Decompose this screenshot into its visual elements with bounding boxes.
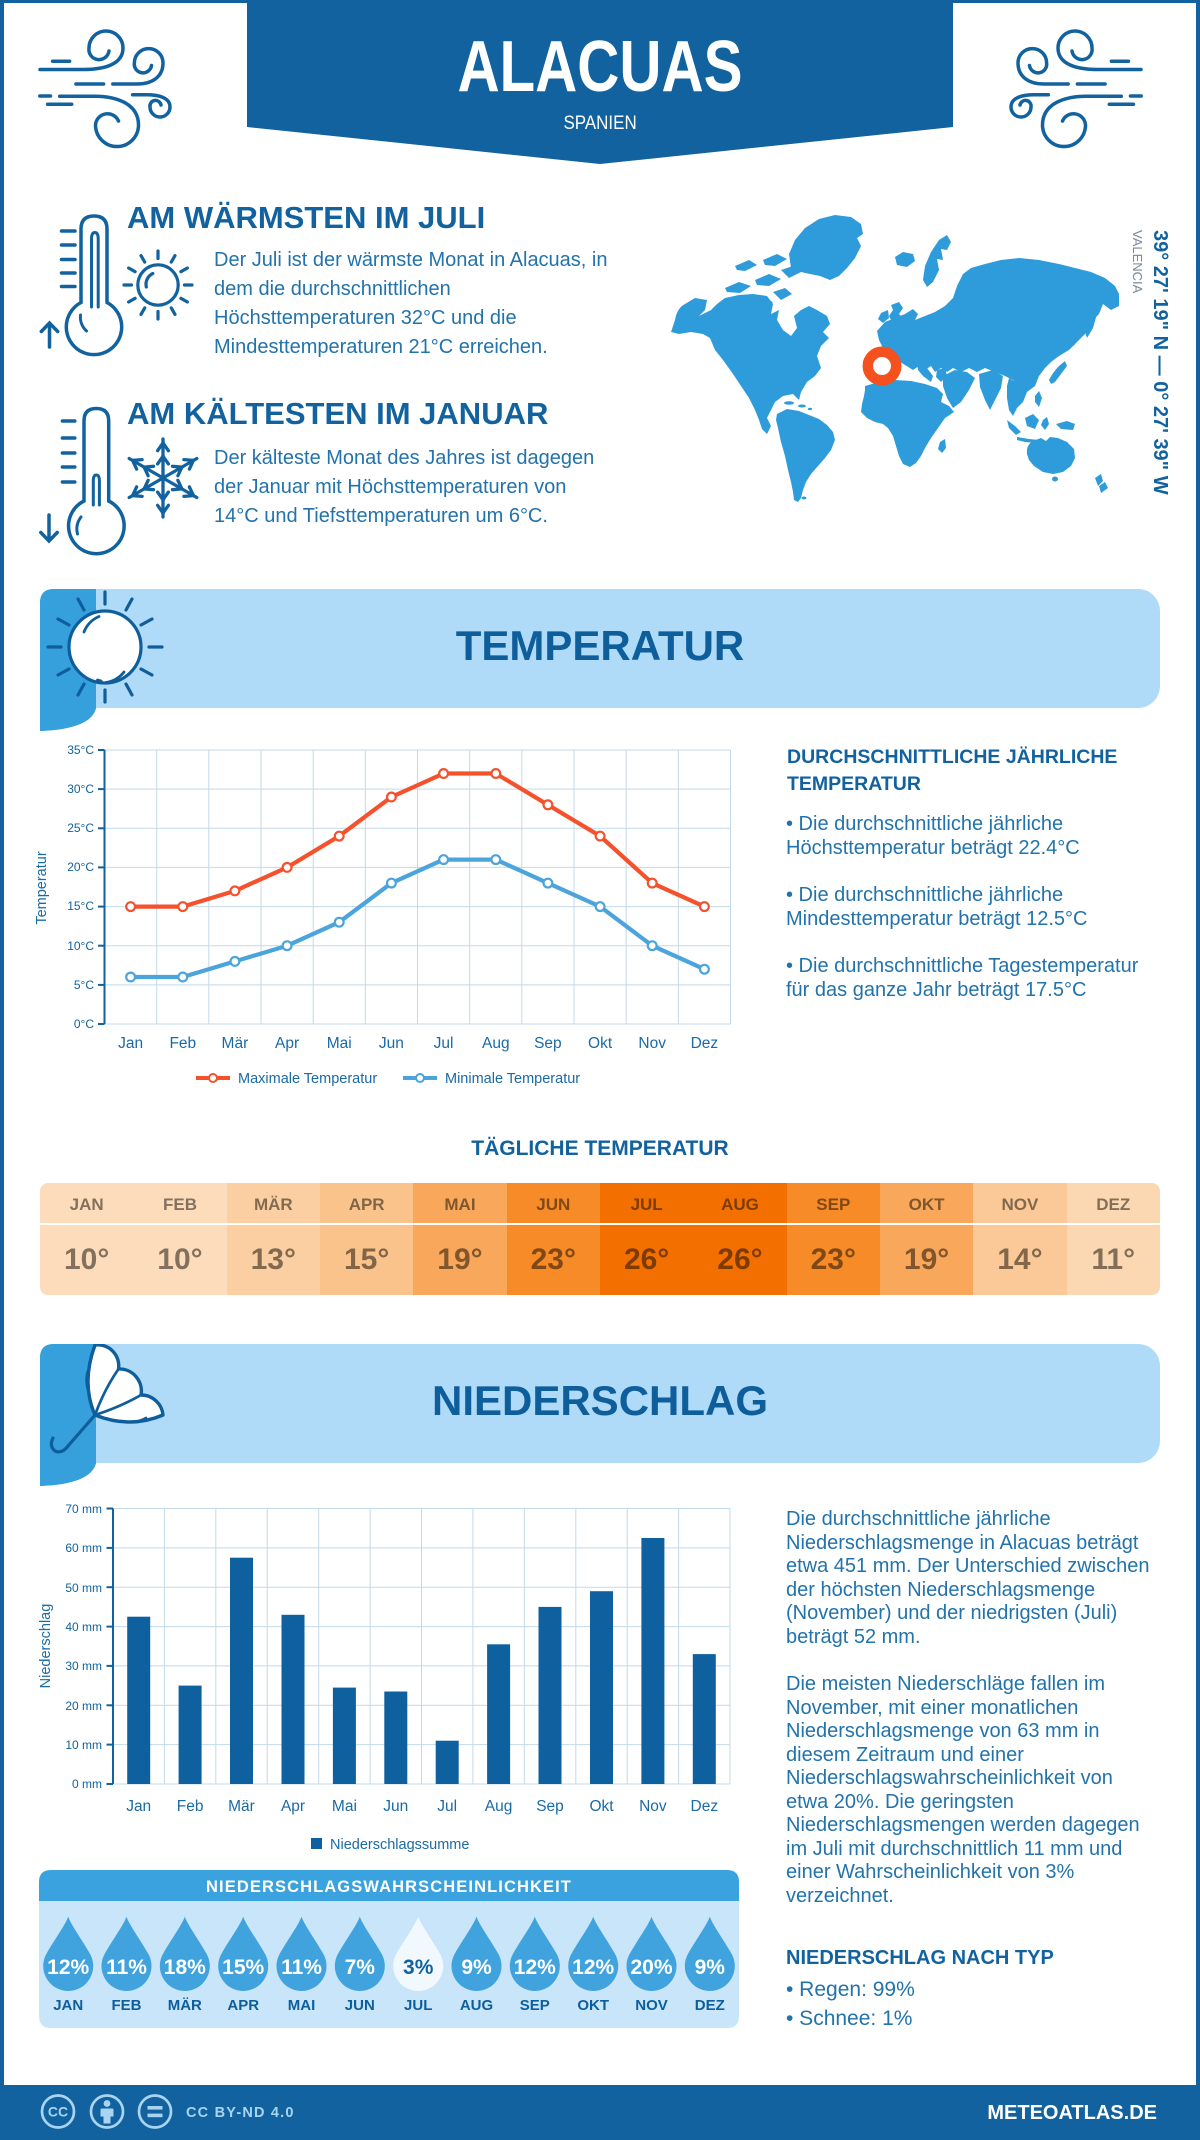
svg-text:40 mm: 40 mm — [65, 1620, 102, 1634]
svg-text:FEB: FEB — [112, 1997, 142, 2014]
svg-text:NIEDERSCHLAGSWAHRSCHEINLICHKEI: NIEDERSCHLAGSWAHRSCHEINLICHKEIT — [206, 1878, 572, 1896]
svg-text:35°C: 35°C — [67, 743, 94, 757]
svg-text:50 mm: 50 mm — [65, 1581, 102, 1595]
svg-text:Aug: Aug — [485, 1798, 513, 1815]
svg-text:Niederschlagssumme: Niederschlagssumme — [330, 1837, 469, 1853]
svg-text:15°C: 15°C — [67, 899, 94, 913]
svg-text:Dez: Dez — [691, 1035, 719, 1052]
svg-text:9%: 9% — [695, 1956, 726, 1979]
svg-text:9%: 9% — [461, 1956, 492, 1979]
svg-text:SEP: SEP — [520, 1997, 550, 2014]
svg-text:Feb: Feb — [169, 1035, 196, 1052]
svg-text:Mai: Mai — [327, 1035, 352, 1052]
svg-text:12%: 12% — [514, 1956, 556, 1979]
svg-text:JUL: JUL — [404, 1997, 432, 2014]
svg-text:70 mm: 70 mm — [65, 1502, 102, 1516]
svg-text:Mär: Mär — [228, 1798, 255, 1815]
svg-text:Jan: Jan — [126, 1798, 151, 1815]
svg-text:Jul: Jul — [434, 1035, 454, 1052]
svg-text:Niederschlag: Niederschlag — [38, 1604, 54, 1689]
svg-text:7%: 7% — [345, 1956, 376, 1979]
svg-text:0°C: 0°C — [74, 1017, 94, 1031]
svg-text:Temperatur: Temperatur — [34, 851, 50, 925]
svg-text:Nov: Nov — [638, 1035, 666, 1052]
svg-text:60 mm: 60 mm — [65, 1541, 102, 1555]
svg-text:AUG: AUG — [460, 1997, 493, 2014]
svg-text:25°C: 25°C — [67, 821, 94, 835]
svg-text:CC: CC — [48, 2104, 68, 2120]
svg-text:NOV: NOV — [635, 1997, 668, 2014]
svg-text:18%: 18% — [164, 1956, 206, 1979]
svg-text:Okt: Okt — [588, 1035, 613, 1052]
svg-text:12%: 12% — [47, 1956, 89, 1979]
svg-text:Apr: Apr — [275, 1035, 299, 1052]
svg-text:MAI: MAI — [288, 1997, 316, 2014]
svg-text:5°C: 5°C — [74, 978, 94, 992]
svg-text:OKT: OKT — [577, 1997, 609, 2014]
svg-text:0 mm: 0 mm — [72, 1777, 102, 1791]
svg-text:11%: 11% — [106, 1956, 147, 1979]
svg-text:APR: APR — [227, 1997, 259, 2014]
svg-text:Feb: Feb — [177, 1798, 204, 1815]
svg-text:Jul: Jul — [437, 1798, 457, 1815]
svg-text:Jun: Jun — [383, 1798, 408, 1815]
svg-text:JAN: JAN — [53, 1997, 83, 2014]
svg-text:Apr: Apr — [281, 1798, 305, 1815]
svg-text:Sep: Sep — [536, 1798, 564, 1815]
svg-text:12%: 12% — [572, 1956, 614, 1979]
svg-text:20°C: 20°C — [67, 860, 94, 874]
svg-text:Nov: Nov — [639, 1798, 667, 1815]
svg-text:3%: 3% — [403, 1956, 434, 1979]
svg-text:10 mm: 10 mm — [65, 1738, 102, 1752]
svg-text:Maximale Temperatur: Maximale Temperatur — [238, 1071, 377, 1087]
svg-text:30°C: 30°C — [67, 782, 94, 796]
svg-text:Jan: Jan — [118, 1035, 143, 1052]
svg-text:Mai: Mai — [332, 1798, 357, 1815]
svg-text:Okt: Okt — [589, 1798, 614, 1815]
svg-text:20 mm: 20 mm — [65, 1699, 102, 1713]
svg-text:MÄR: MÄR — [168, 1997, 202, 2014]
svg-text:11%: 11% — [281, 1956, 322, 1979]
svg-text:Sep: Sep — [534, 1035, 562, 1052]
svg-text:Jun: Jun — [379, 1035, 404, 1052]
svg-text:30 mm: 30 mm — [65, 1659, 102, 1673]
svg-text:10°C: 10°C — [67, 939, 94, 953]
svg-text:15%: 15% — [222, 1956, 264, 1979]
svg-text:20%: 20% — [630, 1956, 672, 1979]
svg-text:Minimale Temperatur: Minimale Temperatur — [445, 1071, 580, 1087]
svg-text:JUN: JUN — [345, 1997, 375, 2014]
svg-text:Mär: Mär — [222, 1035, 249, 1052]
svg-text:Aug: Aug — [482, 1035, 510, 1052]
svg-text:DEZ: DEZ — [695, 1997, 725, 2014]
svg-text:Dez: Dez — [691, 1798, 719, 1815]
